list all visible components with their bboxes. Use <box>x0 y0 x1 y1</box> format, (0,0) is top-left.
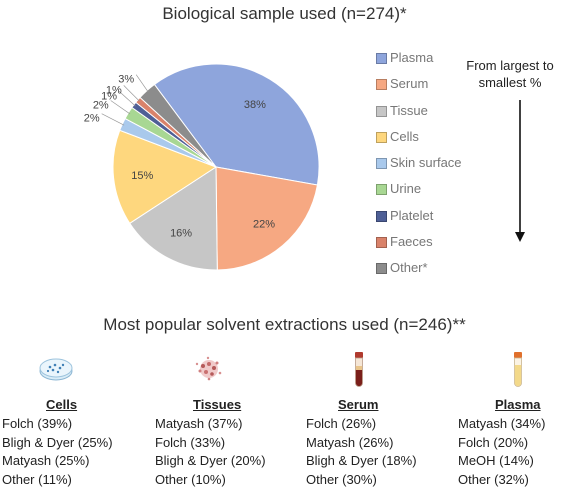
legend-label: Faeces <box>390 234 433 250</box>
pie-chart-title: Biological sample used (n=274)* <box>162 4 407 23</box>
list-item: Matyash (34%) <box>458 416 546 431</box>
list-item: Matyash (26%) <box>306 434 394 450</box>
pie-slice-serum <box>215 166 318 271</box>
extraction-column-heading: Tissues <box>193 397 242 412</box>
legend-swatch <box>376 263 387 275</box>
pie-slice-plasma <box>153 63 320 186</box>
legend-swatch <box>376 105 387 117</box>
extraction-list: Folch (26%) Matyash (26%) Bligh & Dyer (… <box>306 415 417 489</box>
legend-swatch <box>376 237 387 249</box>
list-item: Matyash (37%) <box>155 416 243 431</box>
order-note: From largest to smallest % <box>466 58 554 90</box>
list-item: Other (10%) <box>155 471 226 487</box>
data-label: 1% <box>101 90 117 102</box>
list-item: Folch (26%) <box>306 416 377 431</box>
list-item: Bligh & Dyer (20%) <box>155 453 266 468</box>
data-label: 15% <box>131 170 153 182</box>
list-item: Other (11%) <box>2 471 72 487</box>
legend-label: Skin surface <box>390 155 462 171</box>
extraction-list: Matyash (37%) Folch (33%) Bligh & Dyer (… <box>155 415 266 489</box>
leader-line <box>135 74 149 93</box>
extraction-column-heading: Cells <box>46 397 78 412</box>
extraction-column-heading: Serum <box>338 397 379 412</box>
list-item: Other (32%) <box>458 471 529 487</box>
legend-label: Other* <box>390 260 428 276</box>
legend-label: Plasma <box>390 50 434 65</box>
list-item: Folch (33%) <box>155 434 226 450</box>
pie-chart: 38%22%16%15%2%2%1%1%3% <box>84 63 320 271</box>
data-label: 2% <box>84 113 100 125</box>
data-label: 2% <box>93 100 109 112</box>
list-item: Other (30%) <box>306 471 377 487</box>
legend-swatch <box>376 184 387 196</box>
extraction-title: Most popular solvent extractions used (n… <box>103 315 466 334</box>
petri-dish-icon <box>39 358 73 381</box>
plasma-tube-icon <box>514 352 522 387</box>
leader-line <box>101 113 125 126</box>
list-item: Bligh & Dyer (25%) <box>2 434 113 450</box>
legend-label: Platelet <box>390 207 434 223</box>
legend-label: Cells <box>390 128 419 144</box>
list-item: MeOH (14%) <box>458 453 534 468</box>
legend-label: Serum <box>390 76 429 92</box>
extraction-column-heading: Plasma <box>495 397 541 412</box>
legend-swatch <box>376 53 387 64</box>
leader-line <box>123 85 140 102</box>
data-label: 3% <box>118 74 134 86</box>
leader-line <box>118 90 136 107</box>
leader-line <box>110 100 131 115</box>
extraction-list: Folch (39%) Bligh & Dyer (25%) Matyash (… <box>2 415 113 489</box>
legend-swatch <box>376 210 387 222</box>
list-item: Matyash (25%) <box>2 453 90 468</box>
list-item: Folch (20%) <box>458 434 529 450</box>
tissue-icon <box>195 356 222 381</box>
legend-label: Urine <box>390 181 422 197</box>
serum-tube-icon <box>355 352 363 387</box>
legend-swatch <box>376 158 387 170</box>
pie-slice-tissue <box>129 166 218 271</box>
legend-swatch <box>376 79 387 91</box>
extraction-list: Matyash (34%) Folch (20%) MeOH (14%) Oth… <box>458 415 545 489</box>
data-label: 38% <box>244 99 266 111</box>
data-label: 22% <box>253 219 275 231</box>
data-label: 1% <box>106 84 122 96</box>
pie-slice-cells <box>112 129 218 224</box>
list-item: Bligh & Dyer (18%) <box>306 453 417 468</box>
legend-label: Tissue <box>390 102 428 118</box>
legend-swatch <box>376 131 387 143</box>
data-label: 16% <box>170 227 192 239</box>
down-arrow-icon <box>515 100 525 242</box>
list-item: Folch (39%) <box>2 416 73 431</box>
